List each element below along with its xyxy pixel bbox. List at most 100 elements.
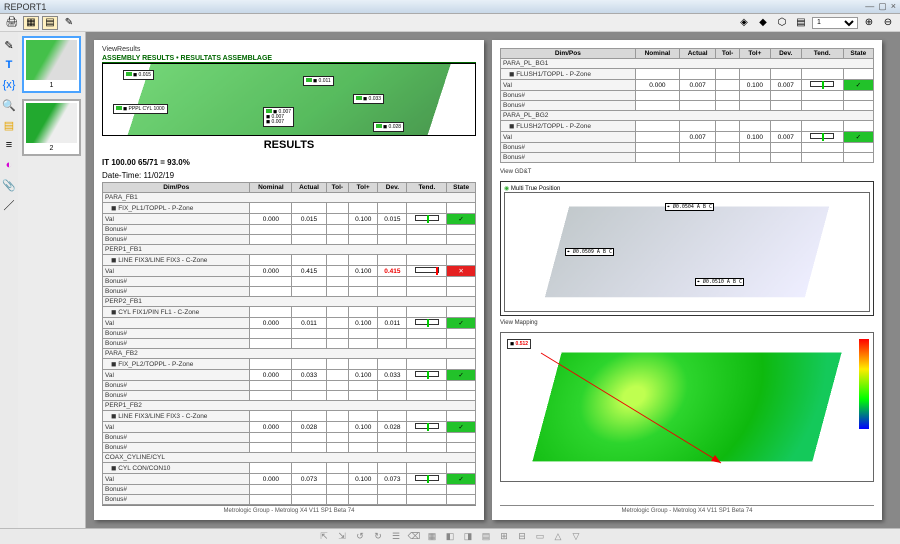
status-tool-button[interactable]: ☰ [389, 531, 403, 543]
titlebar: REPORT1 — ▢ × [0, 0, 900, 14]
page-footer: Metrologic Group - Metrolog X4 V11 SP1 B… [102, 505, 476, 514]
thumbnail-image [26, 40, 77, 80]
nav-first-button[interactable]: ◈ [736, 16, 752, 30]
status-tool-button[interactable]: ▤ [479, 531, 493, 543]
col-tend: Tend. [407, 183, 447, 193]
status-tool-button[interactable]: ◧ [443, 531, 457, 543]
col-nominal: Nominal [635, 49, 679, 59]
callout: ◼ 0.015 [123, 70, 154, 80]
table-row: ◼ CYL CON/CON10 [103, 463, 476, 474]
table-row: Bonus# [103, 339, 476, 349]
thumbnail-page-1[interactable]: 1 [22, 36, 81, 93]
variable-tool-icon[interactable]: {x} [1, 78, 17, 92]
status-tool-button[interactable]: ▽ [569, 531, 583, 543]
col-state: State [843, 49, 873, 59]
group-row: PERP1_FB2 [103, 401, 476, 411]
table-row: Bonus# [103, 277, 476, 287]
results-stat: IT 100.00 65/71 = 93.0% [102, 158, 476, 167]
list-icon[interactable]: ≡ [1, 138, 17, 152]
table-row: Bonus# [103, 225, 476, 235]
color-icon[interactable]: ◐ [1, 158, 17, 172]
gdt-3d-view[interactable]: ⌖ Ø0.0504 A B C ⌖ Ø0.0509 A B C ⌖ Ø0.051… [504, 192, 870, 312]
table-row: ◼ CYL FIX1/PIN FL1 - C-Zone [103, 307, 476, 318]
page-section-head: ViewResults [102, 46, 476, 53]
status-tool-button[interactable]: ▦ [425, 531, 439, 543]
table-row: Bonus# [501, 153, 874, 163]
table-row: Bonus# [103, 329, 476, 339]
text-tool-icon[interactable]: T [1, 58, 17, 72]
deviation-map-view[interactable]: ◼ 0.512 [500, 332, 874, 482]
thumbnail-label: 2 [50, 145, 54, 152]
thumbnail-page-2[interactable]: 2 [22, 99, 81, 156]
table-row: Bonus# [103, 433, 476, 443]
table-row: Val0.0000.0110.1000.011✓ [103, 318, 476, 329]
table-row: Bonus# [103, 443, 476, 453]
report-viewer[interactable]: Search: ‹ › ViewResults ASSEMBLY RESULTS… [86, 32, 900, 528]
col-actual: Actual [292, 183, 326, 193]
col-tolminus: Tol- [716, 49, 740, 59]
close-button[interactable]: × [891, 1, 896, 12]
table-row: ◼ LINE FIX3/LINE FIX3 - C-Zone [103, 411, 476, 422]
status-tool-button[interactable]: ⊟ [515, 531, 529, 543]
nav-last-button[interactable]: ▤ [793, 16, 809, 30]
results-datetime: Date-Time: 11/02/19 [102, 171, 476, 180]
left-toolbar: ✎ T {x} 🔍 ▤ ≡ ◐ 📎 ／ [0, 32, 18, 528]
col-nominal: Nominal [250, 183, 292, 193]
minimize-button[interactable]: — [865, 1, 874, 12]
status-tool-button[interactable]: ↻ [371, 531, 385, 543]
table-row: Bonus# [103, 495, 476, 505]
status-tool-button[interactable]: ◨ [461, 531, 475, 543]
col-dev: Dev. [770, 49, 801, 59]
callout: ◼ 0.011 [303, 76, 334, 86]
mode-2-button[interactable]: ▤ [42, 16, 58, 30]
table-row: Val0.0070.1000.007✓ [501, 132, 874, 143]
zoom-in-button[interactable]: ⊕ [861, 16, 877, 30]
zoom-out-button[interactable]: ⊖ [880, 16, 896, 30]
annotate-pencil-icon[interactable]: ✎ [1, 38, 17, 52]
table-row: Val0.0000.0070.1000.007✓ [501, 80, 874, 91]
table-row: Bonus# [103, 381, 476, 391]
group-row: PERP1_FB1 [103, 245, 476, 255]
thumbnail-label: 1 [50, 82, 54, 89]
print-button[interactable]: 🖨 [4, 16, 20, 30]
gdt-checkbox-row: ◉ Multi True Position [504, 185, 870, 192]
status-tool-button[interactable]: ⌫ [407, 531, 421, 543]
table-row: Val0.0000.0280.1000.028✓ [103, 422, 476, 433]
report-page-1: ViewResults ASSEMBLY RESULTS • RESULTATS… [94, 40, 484, 520]
maximize-button[interactable]: ▢ [878, 1, 887, 12]
assembly-results-title: ASSEMBLY RESULTS • RESULTATS ASSEMBLAGE [102, 55, 476, 63]
mode-3-button[interactable]: ✎ [61, 16, 77, 30]
table-row: ◼ FIX_PL2/TOPPL - P-Zone [103, 359, 476, 370]
status-tool-button[interactable]: ↺ [353, 531, 367, 543]
main-content: ✎ T {x} 🔍 ▤ ≡ ◐ 📎 ／ 1 2 Search: ‹ [0, 32, 900, 528]
status-tool-button[interactable]: ▭ [533, 531, 547, 543]
group-row: COAX_CYLINE/CYL [103, 453, 476, 463]
status-bar: ⇱ ⇲ ↺ ↻ ☰ ⌫ ▦ ◧ ◨ ▤ ⊞ ⊟ ▭ △ ▽ [0, 528, 900, 544]
line-tool-icon[interactable]: ／ [1, 198, 17, 212]
nav-next-button[interactable]: ⬡ [774, 16, 790, 30]
mode-1-button[interactable]: ▦ [23, 16, 39, 30]
assembly-3d-view[interactable]: ◼ 0.015 ◼ PPPL CYL 1000 ◼ 0.011 ◼ 0.033 … [102, 63, 476, 136]
mapping-section-head: View Mapping [500, 320, 874, 326]
col-tolminus: Tol- [326, 183, 349, 193]
col-dimpos: Dim/Pos [103, 183, 250, 193]
status-tool-button[interactable]: △ [551, 531, 565, 543]
color-scale-bar [859, 339, 869, 429]
col-tend: Tend. [801, 49, 843, 59]
results-table-2: Dim/Pos Nominal Actual Tol- Tol+ Dev. Te… [500, 48, 874, 163]
window-controls: — ▢ × [865, 1, 896, 12]
group-row: PARA_FB1 [103, 193, 476, 203]
window-title: REPORT1 [4, 2, 46, 12]
page-select[interactable]: 1 [812, 17, 858, 29]
col-state: State [447, 183, 476, 193]
highlight-icon[interactable]: ▤ [1, 118, 17, 132]
callout: ◼ 0.007◼ 0.007◼ 0.007 [263, 107, 294, 127]
table-row: Bonus# [103, 485, 476, 495]
status-tool-button[interactable]: ⇲ [335, 531, 349, 543]
col-dev: Dev. [378, 183, 407, 193]
attach-icon[interactable]: 📎 [1, 178, 17, 192]
status-tool-button[interactable]: ⇱ [317, 531, 331, 543]
status-tool-button[interactable]: ⊞ [497, 531, 511, 543]
nav-prev-button[interactable]: ◆ [755, 16, 771, 30]
magnify-icon[interactable]: 🔍 [1, 98, 17, 112]
